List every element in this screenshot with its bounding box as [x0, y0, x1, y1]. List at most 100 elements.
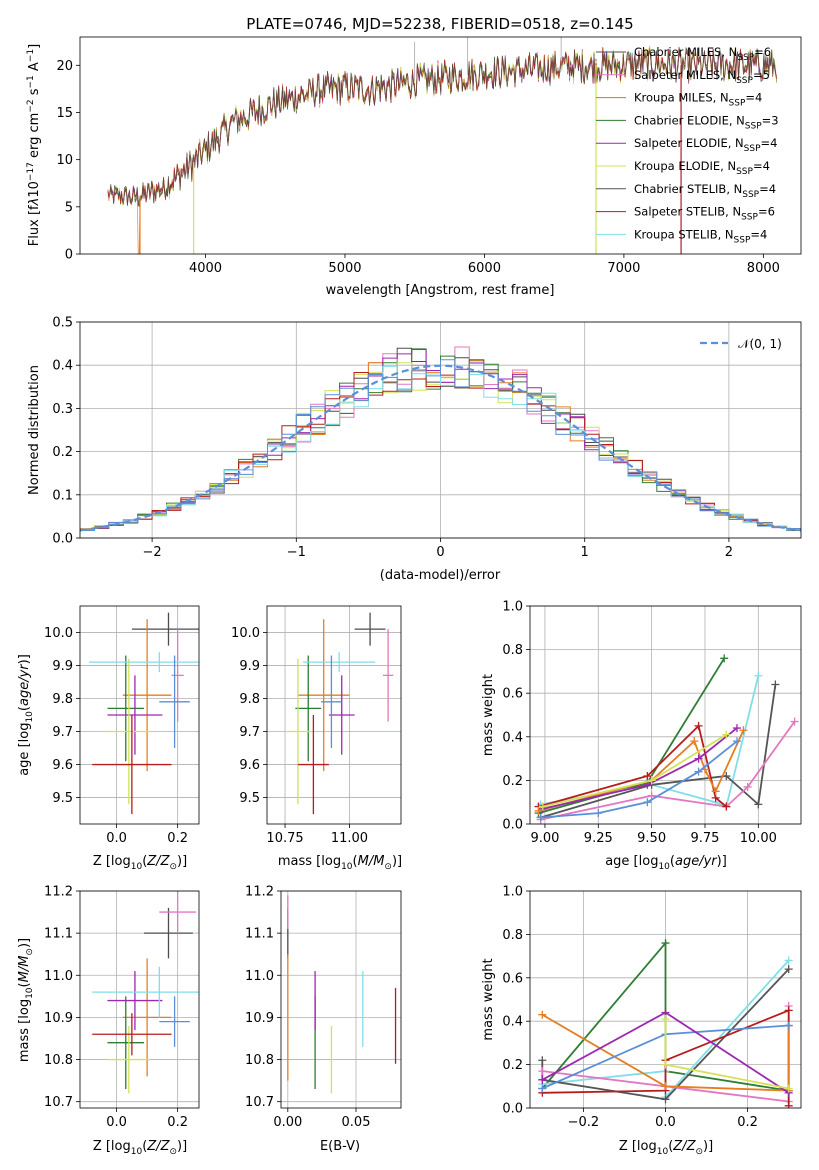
y-axis-label: mass [log10(M/M⊙)] — [17, 938, 35, 1062]
series-marker — [722, 802, 731, 811]
series-marker — [754, 800, 763, 809]
series-marker — [784, 1101, 793, 1108]
x-tick-label: 1 — [581, 545, 589, 560]
series-marker — [594, 809, 603, 818]
series-marker — [732, 724, 741, 733]
series-marker — [538, 1075, 547, 1084]
y-tick-label: 0.0 — [502, 1102, 523, 1117]
y-tick-label: 10.9 — [44, 1011, 73, 1026]
axes-frame — [79, 36, 802, 255]
axes-frame — [529, 890, 802, 1109]
legend-label: Kroupa MILES, NSSP=4 — [634, 91, 762, 109]
series-line — [540, 740, 738, 819]
y-tick-label: 9.8 — [52, 692, 73, 707]
series-marker — [722, 772, 731, 781]
legend-label: Chabrier MILES, NSSP=6 — [634, 45, 771, 63]
x-tick-label: 4000 — [189, 261, 222, 276]
x-tick-label: 11.00 — [331, 831, 368, 846]
spectrum-model-line — [107, 47, 777, 207]
x-tick-label: 0.0 — [106, 831, 127, 846]
series-marker — [732, 737, 741, 746]
series-marker — [743, 782, 752, 791]
y-tick-label: 0.2 — [52, 445, 73, 460]
y-tick-label: 9.6 — [52, 758, 73, 773]
y-tick-label: 1.0 — [502, 600, 523, 615]
y-axis-label: age [log10(age/yr)] — [17, 654, 35, 776]
series-marker — [661, 939, 670, 948]
mass-vs-ebv-panel: 0.00 0.05 10.7 10.8 10.9 11.0 11.1 11.2 E(B-V) — [245, 885, 402, 1154]
series-marker — [690, 737, 699, 746]
series-marker — [784, 956, 793, 965]
y-tick-label: 9.9 — [239, 659, 260, 674]
series-marker — [790, 717, 799, 726]
plot-area — [534, 654, 799, 824]
series-marker — [784, 1006, 793, 1015]
legend-label: Salpeter STELIB, NSSP=6 — [634, 205, 775, 223]
legend-label: Chabrier ELODIE, NSSP=3 — [634, 113, 779, 131]
y-tick-label: 9.6 — [239, 758, 260, 773]
plot-area — [287, 895, 397, 1094]
y-tick-label: 0.6 — [502, 971, 523, 986]
x-tick-label: 10.00 — [740, 831, 777, 846]
axes-frame — [266, 605, 402, 825]
series-marker — [661, 1015, 670, 1024]
x-axis-label: Z [log10(Z/Z⊙)] — [93, 1139, 187, 1157]
y-tick-label: 9.8 — [239, 692, 260, 707]
y-tick-label: 0 — [65, 248, 73, 263]
plot-area — [80, 346, 801, 533]
x-tick-label: 8000 — [747, 261, 780, 276]
legend-label: Kroupa ELODIE, NSSP=4 — [634, 159, 770, 177]
y-tick-label: 1.0 — [502, 885, 523, 900]
y-tick-label: 11.1 — [245, 927, 274, 942]
y-tick-label: 10.7 — [245, 1095, 274, 1110]
y-tick-label: 11.2 — [44, 885, 73, 900]
y-tick-label: 11.0 — [245, 969, 274, 984]
series-marker — [538, 1067, 547, 1076]
x-tick-label: 10.75 — [266, 831, 303, 846]
y-tick-label: 10 — [56, 153, 73, 168]
y-tick-label: 0.2 — [502, 774, 523, 789]
x-axis-label: E(B-V) — [320, 1139, 360, 1154]
x-tick-label: 0.2 — [737, 1115, 758, 1130]
series-line — [541, 1013, 790, 1092]
chart-title: PLATE=0746, MJD=52238, FIBERID=0518, z=0… — [246, 15, 633, 33]
y-tick-label: 5 — [65, 200, 73, 215]
y-tick-label: 0.4 — [502, 1015, 523, 1030]
x-tick-label: 9.00 — [530, 831, 559, 846]
series-marker — [534, 806, 543, 815]
series-marker — [643, 772, 652, 781]
series-marker — [784, 1084, 793, 1093]
x-tick-label: 2 — [725, 545, 733, 560]
axes-frame — [79, 605, 200, 825]
axes-frame — [280, 890, 402, 1109]
axes-frame — [79, 890, 200, 1109]
y-tick-label: 10.7 — [44, 1095, 73, 1110]
y-tick-label: 0.3 — [52, 402, 73, 417]
y-tick-label: 0.4 — [52, 359, 73, 374]
series-marker — [694, 767, 703, 776]
y-tick-label: 11.2 — [245, 885, 274, 900]
series-marker — [661, 1095, 670, 1104]
x-tick-label: 6000 — [468, 261, 501, 276]
x-axis-label: Z [log10(Z/Z⊙)] — [619, 1139, 713, 1157]
x-axis-label: mass [log10(M/M⊙)] — [278, 854, 402, 872]
series-marker — [536, 813, 545, 822]
y-tick-label: 9.5 — [239, 791, 260, 806]
series-marker — [647, 791, 656, 800]
x-tick-label: 9.75 — [690, 831, 719, 846]
x-axis-label: (data-model)/error — [380, 568, 501, 583]
residual-histogram-panel: −2 −1 0 1 2 0.0 0.1 0.2 0.3 0.4 0.5 (data-model)/er… — [27, 316, 802, 583]
y-tick-label: 10.0 — [44, 626, 73, 641]
series-marker — [784, 1021, 793, 1030]
y-axis-label: Normed distribution — [27, 365, 42, 495]
y-axis-label: mass weight — [481, 674, 496, 756]
x-axis-label: age [log10(age/yr)] — [605, 854, 727, 872]
series-marker — [661, 1060, 670, 1069]
y-axis-label: mass weight — [481, 958, 496, 1040]
series-marker — [661, 1082, 670, 1091]
y-tick-label: 10.8 — [44, 1053, 73, 1068]
x-tick-label: −1 — [287, 545, 306, 560]
series-marker — [538, 802, 547, 811]
series-marker — [711, 787, 720, 796]
